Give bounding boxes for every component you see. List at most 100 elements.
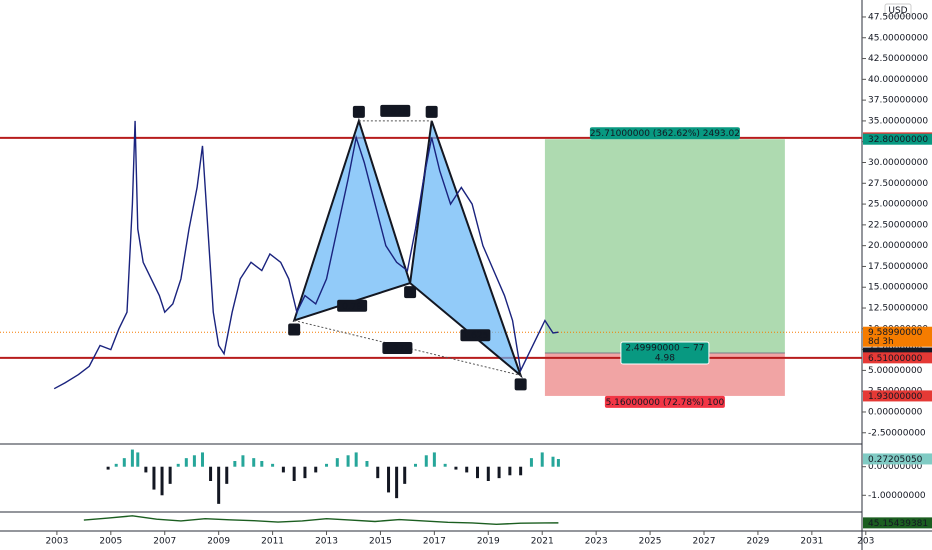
y-tick-label: -2.50000000	[868, 428, 926, 438]
histogram-bar	[540, 452, 544, 467]
histogram-bar	[176, 463, 180, 467]
histogram-bar	[241, 455, 245, 467]
y-tick-label: 0.00000000	[868, 407, 923, 417]
profit-zone	[544, 139, 785, 354]
histogram-bar	[130, 449, 134, 467]
x-tick-label: 203	[857, 537, 874, 547]
histogram-bar	[106, 466, 110, 470]
ratio-label: 0.976	[382, 107, 408, 117]
x-tick-label: 2031	[800, 537, 823, 547]
last-value-box	[863, 517, 932, 529]
ratio-label: 1.272	[385, 344, 411, 354]
histogram-bar	[551, 456, 555, 467]
histogram-bar	[225, 466, 229, 484]
y-tick-label: 40.00000000	[868, 75, 928, 85]
histogram-bar	[497, 466, 501, 479]
y-tick-label: 0.00000000	[868, 462, 923, 472]
x-tick-label: 2023	[585, 537, 608, 547]
histogram-bar	[314, 466, 318, 473]
x-tick-label: 2021	[531, 537, 554, 547]
price-label-box	[863, 326, 932, 347]
histogram-bar	[292, 466, 296, 481]
ratio-box	[337, 299, 368, 312]
histogram-bar	[365, 461, 369, 467]
histogram-bar	[556, 459, 560, 467]
point-label: D	[517, 380, 524, 390]
ratio-box	[460, 329, 491, 342]
point-label: B	[407, 288, 413, 298]
y-tick-label: 35.00000000	[868, 116, 928, 126]
histogram-bar	[413, 463, 417, 467]
center-label: 2.49990000 ~ 77	[625, 344, 704, 354]
y-tick-label: 12.50000000	[868, 304, 928, 314]
histogram-bar	[486, 466, 490, 481]
point-label-box	[352, 105, 365, 118]
price-label: 1.93000000	[868, 392, 923, 402]
y-tick-label: 20.00000000	[868, 241, 928, 251]
price-label-box	[863, 133, 932, 145]
x-tick-label: 2009	[207, 537, 230, 547]
histogram-bar	[354, 452, 358, 467]
last-value-label: 0.27205050	[868, 455, 923, 465]
target-label: 25.71000000 (362.62%) 2493.02	[590, 129, 740, 139]
price-label: 32.80000000	[868, 135, 928, 145]
stop-label-box	[604, 395, 725, 408]
histogram-bar	[271, 463, 275, 467]
point-label: C	[429, 108, 435, 118]
x-tick-label: 2013	[315, 537, 338, 547]
histogram-bar	[454, 466, 458, 470]
price-sublabel: 8d 3h	[868, 337, 894, 347]
x-tick-label: 2003	[45, 537, 68, 547]
histogram-bar	[376, 466, 380, 479]
histogram-bar	[136, 452, 140, 467]
last-value-label: 45.15439381	[868, 519, 928, 529]
price-label: 9.58990000	[868, 328, 923, 338]
center-sublabel: 4.98	[655, 354, 675, 364]
x-tick-label: 2027	[693, 537, 716, 547]
histogram-bar	[346, 455, 350, 467]
point-label-box	[514, 378, 527, 391]
y-tick-label: 17.50000000	[868, 262, 928, 272]
histogram-bar	[192, 455, 196, 467]
price-label-box	[863, 390, 932, 402]
target-label-box	[589, 127, 740, 140]
histogram-bar	[403, 466, 407, 484]
y-tick-label: 45.00000000	[868, 33, 928, 43]
y-tick-label: 42.50000000	[868, 54, 928, 64]
histogram-bar	[152, 466, 156, 490]
y-tick-label: 27.50000000	[868, 179, 928, 189]
ratio-label: 0.79	[342, 302, 362, 312]
histogram-bar	[281, 466, 285, 473]
histogram-bar	[160, 466, 164, 496]
y-tick-label: 5.00000000	[868, 366, 923, 376]
histogram-bar	[395, 466, 399, 499]
histogram-bar	[443, 463, 447, 467]
x-tick-label: 2007	[153, 537, 176, 547]
x-tick-label: 2005	[99, 537, 122, 547]
histogram-bar	[476, 466, 480, 479]
histogram-bar	[424, 455, 428, 467]
point-label: A	[356, 108, 363, 118]
y-tick-label: 47.50000000	[868, 12, 928, 22]
histogram-bar	[465, 466, 469, 473]
center-label-box	[620, 341, 710, 365]
point-label: X	[291, 326, 297, 336]
x-tick-label: 2011	[261, 537, 284, 547]
x-tick-label: 2017	[423, 537, 446, 547]
histogram-bar	[122, 458, 126, 467]
histogram-bar	[335, 458, 339, 467]
y-tick-label: 25.00000000	[868, 200, 928, 210]
histogram-bar	[217, 466, 221, 504]
ratio-label: 1.625	[462, 331, 488, 341]
histogram-bar	[200, 452, 204, 467]
x-tick-label: 2015	[369, 537, 392, 547]
histogram-bar	[233, 461, 237, 467]
histogram-bar	[168, 466, 172, 484]
last-value-box	[863, 453, 932, 465]
point-label-box	[288, 323, 301, 336]
histogram-bar	[508, 466, 512, 476]
y-tick-label: 15.00000000	[868, 283, 928, 293]
x-tick-label: 2025	[639, 537, 662, 547]
histogram-bar	[252, 458, 256, 467]
histogram-bar	[519, 466, 523, 476]
